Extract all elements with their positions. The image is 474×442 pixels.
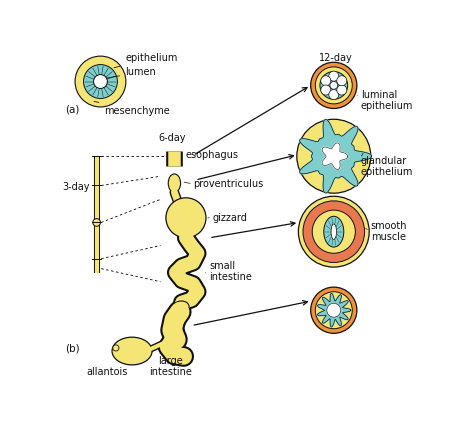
Text: (b): (b) (65, 344, 80, 354)
Ellipse shape (173, 301, 189, 312)
Circle shape (330, 81, 337, 89)
Circle shape (329, 90, 339, 99)
Circle shape (337, 76, 347, 86)
Circle shape (327, 303, 341, 317)
Circle shape (166, 198, 206, 238)
Text: (a): (a) (65, 104, 80, 114)
Circle shape (75, 56, 126, 107)
Circle shape (297, 119, 371, 193)
Circle shape (337, 85, 347, 95)
Ellipse shape (324, 216, 344, 247)
Text: small
intestine: small intestine (209, 261, 252, 282)
Text: esophagus: esophagus (185, 150, 238, 160)
Circle shape (303, 201, 365, 263)
Text: large
intestine: large intestine (149, 356, 192, 377)
Circle shape (93, 219, 100, 226)
Polygon shape (300, 119, 372, 193)
Ellipse shape (112, 337, 152, 365)
Polygon shape (322, 143, 347, 169)
Ellipse shape (168, 174, 181, 192)
Circle shape (310, 287, 357, 333)
Text: luminal
epithelium: luminal epithelium (361, 90, 413, 111)
Text: gizzard: gizzard (213, 213, 248, 223)
Circle shape (298, 196, 369, 267)
Circle shape (310, 62, 357, 108)
Circle shape (320, 72, 347, 99)
Text: allantois: allantois (86, 367, 128, 377)
Text: mesenchyme: mesenchyme (94, 101, 170, 116)
Text: proventriculus: proventriculus (193, 179, 263, 189)
Circle shape (113, 345, 119, 351)
Ellipse shape (331, 224, 337, 240)
Text: smooth
muscle: smooth muscle (371, 221, 407, 242)
Circle shape (321, 85, 331, 95)
Text: lumen: lumen (107, 67, 156, 78)
Circle shape (312, 210, 356, 253)
Circle shape (329, 71, 339, 81)
Text: glandular
epithelium: glandular epithelium (361, 156, 413, 177)
Text: epithelium: epithelium (114, 53, 177, 68)
Polygon shape (94, 156, 99, 272)
Polygon shape (318, 293, 351, 327)
Circle shape (315, 292, 352, 329)
Circle shape (83, 65, 118, 99)
Text: 6-day: 6-day (158, 133, 186, 143)
Text: 3-day: 3-day (62, 182, 90, 192)
Text: 12-day: 12-day (319, 53, 353, 63)
Circle shape (321, 76, 331, 86)
Circle shape (93, 75, 108, 88)
Circle shape (315, 67, 352, 104)
